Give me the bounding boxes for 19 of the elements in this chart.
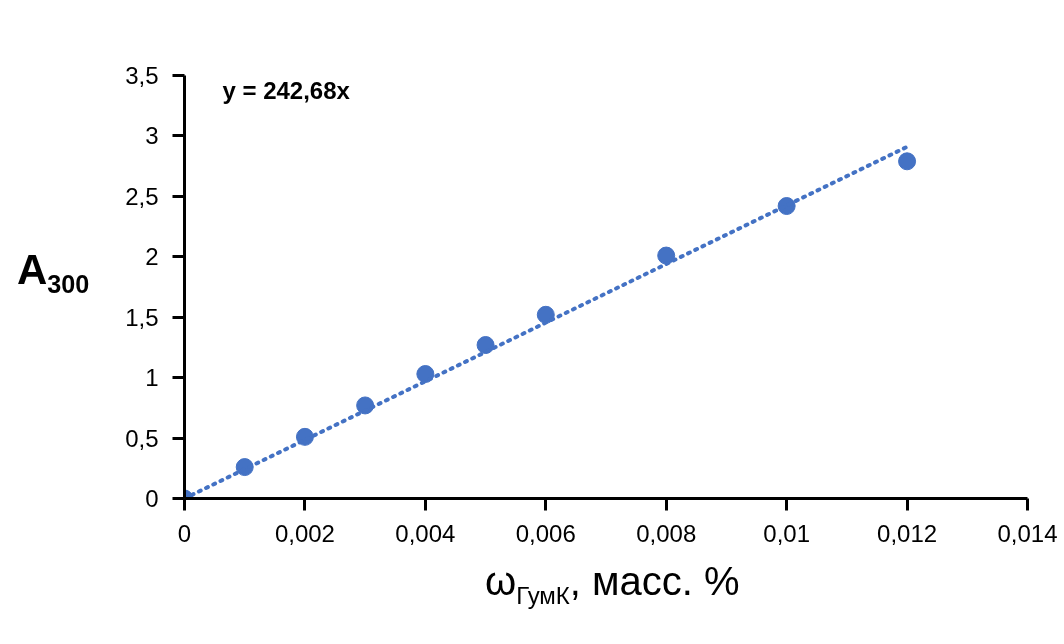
x-tick-label: 0,014	[997, 519, 1058, 547]
y-axis-title: A$_{300}$	[17, 245, 90, 301]
y-tick-label: 1,5	[125, 303, 159, 331]
y-tick-label: 2	[145, 243, 159, 271]
y-tick-label: 0,5	[125, 424, 159, 452]
annotation: y = 242,68x	[222, 76, 351, 104]
x-tick-label: 0	[177, 519, 192, 547]
y-tick-label: 0	[145, 485, 159, 512]
x-tick-label: 0,01	[763, 519, 811, 547]
y-tick-label: 3	[145, 122, 159, 150]
y-tick-label: 1	[145, 364, 159, 392]
x-axis-title: ω$_{ГумК}$, масс. %	[485, 558, 740, 611]
y-tick-label: 3,5	[125, 62, 159, 89]
x-tick-label: 0,008	[636, 519, 697, 547]
x-tick-label: 0,002	[274, 519, 335, 547]
y-tick-label: 2,5	[125, 182, 159, 210]
x-tick-label: 0,004	[395, 519, 456, 547]
x-tick-label: 0,012	[877, 519, 938, 547]
x-tick-label: 0,006	[515, 519, 576, 547]
